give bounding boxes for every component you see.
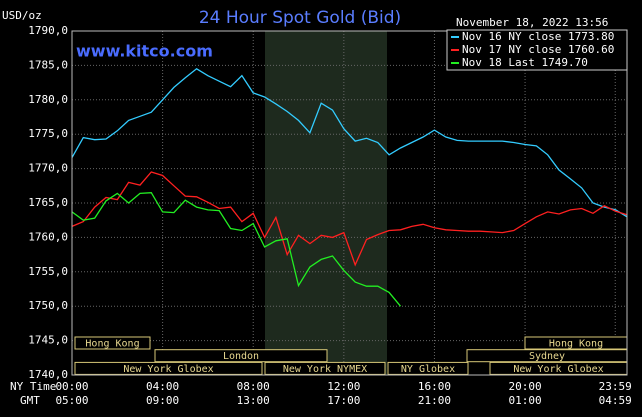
y-tick-label: 1770,0 (28, 162, 68, 175)
session-label: Hong Kong (549, 339, 603, 350)
session-label: Sydney (529, 351, 565, 362)
session-label: Hong Kong (85, 339, 139, 350)
y-tick-label: 1755,0 (28, 265, 68, 278)
x-tick-label: 16:00 (418, 380, 451, 393)
y-tick-label: 1775,0 (28, 127, 68, 140)
session-label: New York Globex (123, 364, 213, 375)
session-box (74, 336, 151, 350)
y-tick-label: 1740,0 (28, 368, 68, 381)
row-label: GMT (20, 394, 40, 407)
session-box (387, 361, 469, 375)
y-tick-label: 1765,0 (28, 196, 68, 209)
nymex-session-shade (265, 31, 387, 375)
timestamp: November 18, 2022 13:56 (456, 16, 608, 29)
x-tick-label: 20:00 (508, 380, 541, 393)
y-tick-label: 1790,0 (28, 24, 68, 37)
row-label: NY Time (10, 380, 56, 393)
x-tick-label: 08:00 (237, 380, 270, 393)
gmt-tick-label: 05:00 (55, 394, 88, 407)
gmt-tick-label: 09:00 (146, 394, 179, 407)
session-label: NY Globex (401, 364, 455, 375)
gmt-tick-label: 17:00 (327, 394, 360, 407)
gmt-tick-label: 21:00 (418, 394, 451, 407)
unit-label: USD/oz (2, 9, 42, 22)
lines (71, 68, 628, 307)
x-tick-label: 04:00 (146, 380, 179, 393)
gmt-tick-label: 04:59 (599, 394, 632, 407)
session-box (264, 361, 386, 375)
y-tick-label: 1780,0 (28, 93, 68, 106)
y-tick-label: 1785,0 (28, 58, 68, 71)
chart-title: 24 Hour Spot Gold (Bid) (199, 8, 401, 28)
x-tick-label: 00:00 (55, 380, 88, 393)
gmt-tick-label: 01:00 (508, 394, 541, 407)
session-box (154, 349, 328, 363)
session-box (74, 361, 263, 375)
legend-label: Nov 16 NY close 1773.80 (462, 30, 614, 43)
x-tick-label: 12:00 (327, 380, 360, 393)
legend-box (446, 29, 628, 71)
plot-frame (71, 30, 628, 376)
x-tick-label: 23:59 (599, 380, 632, 393)
session-label: New York Globex (513, 364, 603, 375)
watermark: www.kitco.com (76, 42, 213, 61)
y-tick-label: 1745,0 (28, 334, 68, 347)
series-line (71, 192, 402, 307)
series-line (71, 171, 628, 267)
session-label: New York NYMEX (283, 364, 367, 375)
y-tick-label: 1750,0 (28, 299, 68, 312)
series-line (71, 68, 628, 218)
y-tick-label: 1760,0 (28, 230, 68, 243)
gmt-tick-label: 13:00 (237, 394, 270, 407)
session-label: London (223, 351, 259, 362)
legend-label: Nov 17 NY close 1760.60 (462, 43, 614, 56)
sessions: Hong Kong London New York Globex New York N… (74, 336, 628, 375)
legend-label: Nov 18 Last 1749.70 (462, 56, 588, 69)
